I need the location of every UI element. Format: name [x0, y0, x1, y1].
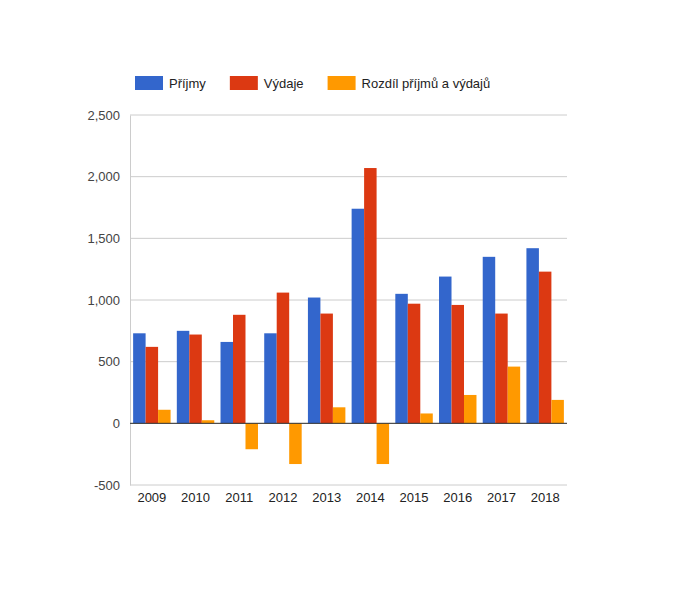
- x-tick-label: 2010: [181, 490, 210, 505]
- bar: [289, 423, 301, 464]
- legend-item: Příjmy: [135, 76, 206, 91]
- bar: [146, 347, 158, 423]
- y-tick-label: 2,000: [87, 169, 120, 184]
- bar: [395, 294, 407, 424]
- y-tick-label: 2,500: [87, 108, 120, 123]
- x-tick-label: 2015: [400, 490, 429, 505]
- bar: [420, 413, 432, 423]
- bar: [439, 277, 451, 424]
- y-tick: 2,000: [87, 169, 130, 184]
- x-tick: 2011: [225, 485, 253, 505]
- legend-item: Rozdíl příjmů a výdajů: [328, 76, 491, 91]
- bars: [133, 168, 564, 464]
- y-axis-line: [130, 116, 131, 486]
- bar: [333, 407, 345, 423]
- y-tick: 500: [98, 354, 130, 369]
- x-tick: 2010: [181, 485, 210, 505]
- bar: [508, 367, 520, 424]
- bar: [158, 410, 170, 424]
- legend-swatch: [230, 76, 258, 90]
- bar: [364, 168, 376, 423]
- x-tick: 2018: [531, 485, 560, 505]
- bar: [245, 423, 257, 449]
- x-axis: 2009 2010 2011 2012 2013 2014 2015 2016 2017 2018: [131, 485, 568, 505]
- bar: [377, 423, 389, 464]
- y-tick: 1,000: [87, 293, 130, 308]
- legend-swatch: [328, 76, 356, 90]
- bar: [352, 209, 364, 424]
- bar: [233, 315, 245, 424]
- x-tick-label: 2014: [356, 490, 385, 505]
- grid-line: [130, 115, 567, 116]
- x-tick-label: 2013: [312, 490, 341, 505]
- chart: -500 0 500 1,000 1,500 2,000 2,500 2009 2010 2011…: [0, 0, 700, 600]
- x-tick: 2009: [137, 485, 166, 505]
- y-tick: 0: [113, 416, 130, 431]
- x-tick: 2012: [268, 485, 297, 505]
- grid-line: [130, 176, 567, 177]
- y-tick-label: -500: [94, 478, 120, 493]
- x-tick-label: 2009: [137, 490, 166, 505]
- bar: [189, 335, 201, 424]
- legend-label: Příjmy: [169, 76, 206, 91]
- legend-swatch: [135, 76, 163, 90]
- bar: [452, 305, 464, 423]
- grid-line: [130, 485, 567, 486]
- y-tick: 1,500: [87, 231, 130, 246]
- bar: [551, 400, 563, 423]
- x-tick: 2013: [312, 485, 341, 505]
- bar: [539, 272, 551, 424]
- x-tick-label: 2012: [268, 490, 297, 505]
- legend-item: Výdaje: [230, 76, 304, 91]
- legend: Příjmy Výdaje Rozdíl příjmů a výdajů: [135, 76, 490, 91]
- grid: [130, 115, 567, 485]
- x-tick-label: 2017: [487, 490, 516, 505]
- legend-label: Výdaje: [264, 76, 304, 91]
- x-tick: 2016: [443, 485, 472, 505]
- bar: [308, 298, 320, 424]
- x-tick: 2015: [400, 485, 429, 505]
- bar: [495, 314, 507, 424]
- legend-label: Rozdíl příjmů a výdajů: [362, 76, 491, 91]
- series: [133, 209, 539, 424]
- y-tick-label: 0: [113, 416, 120, 431]
- bar: [177, 331, 189, 424]
- zero-line: [130, 423, 567, 424]
- bar: [464, 395, 476, 423]
- bar: [221, 342, 233, 423]
- x-tick-label: 2018: [531, 490, 560, 505]
- x-tick-label: 2016: [443, 490, 472, 505]
- bar: [133, 333, 145, 423]
- x-tick: 2017: [487, 485, 516, 505]
- y-tick-label: 1,000: [87, 293, 120, 308]
- bar: [264, 333, 276, 423]
- y-tick: -500: [94, 478, 130, 493]
- bar: [277, 293, 289, 424]
- series: [146, 168, 552, 423]
- x-tick: 2014: [356, 485, 385, 505]
- y-tick-label: 500: [98, 354, 120, 369]
- bar: [483, 257, 495, 424]
- bar: [526, 248, 538, 423]
- x-tick-label: 2011: [225, 490, 253, 505]
- grid-line: [130, 300, 567, 301]
- series: [158, 367, 564, 464]
- grid-line: [130, 238, 567, 239]
- y-tick: 2,500: [87, 108, 130, 123]
- bar: [408, 304, 420, 424]
- y-axis: -500 0 500 1,000 1,500 2,000 2,500: [87, 108, 130, 493]
- grid-line: [130, 423, 567, 424]
- y-tick-label: 1,500: [87, 231, 120, 246]
- x-axis-line: [131, 485, 568, 486]
- bar: [320, 314, 332, 424]
